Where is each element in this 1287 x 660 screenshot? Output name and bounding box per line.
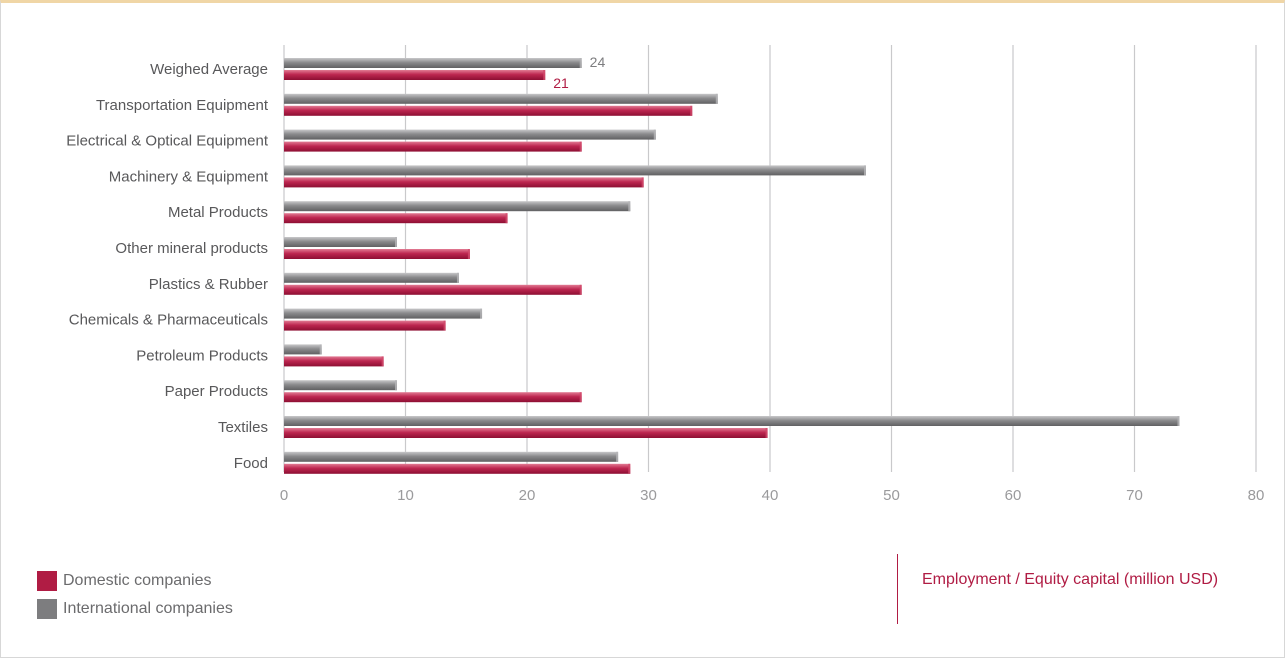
bar-international xyxy=(284,165,866,176)
bar-international xyxy=(284,344,322,355)
bar-end-cap xyxy=(641,177,644,188)
bar-chart: Weighed Average Transportation Equipment E… xyxy=(66,45,1265,504)
unit-note: Employment / Equity capital (million USD… xyxy=(922,571,1219,588)
category-label: Weighed Average xyxy=(150,61,268,78)
note-divider xyxy=(897,554,898,624)
category-label: Metal Products xyxy=(168,204,268,221)
bar-end-cap xyxy=(579,392,582,403)
bar-domestic xyxy=(284,284,582,295)
bar-end-cap xyxy=(443,320,446,331)
x-tick-label: 80 xyxy=(1248,487,1265,504)
x-tick-label: 0 xyxy=(280,487,288,504)
bar-end-cap xyxy=(690,105,693,116)
bar-end-cap xyxy=(319,344,322,355)
x-tick-label: 70 xyxy=(1126,487,1143,504)
bar-end-cap xyxy=(579,58,582,68)
bar-international xyxy=(284,58,582,68)
bar-international xyxy=(284,308,483,319)
bar-domestic xyxy=(284,249,470,259)
bar-end-cap xyxy=(456,272,459,283)
bar-domestic xyxy=(284,105,693,116)
category-label: Electrical & Optical Equipment xyxy=(66,133,269,150)
legend-swatch-international xyxy=(37,599,57,619)
bar-international xyxy=(284,129,656,140)
category-label: Chemicals & Pharmaceuticals xyxy=(69,312,268,329)
x-tick-label: 10 xyxy=(397,487,414,504)
data-label: 24 xyxy=(590,54,606,70)
data-label: 21 xyxy=(553,75,569,91)
legend-swatch-domestic xyxy=(37,571,57,591)
bar-end-cap xyxy=(394,380,397,391)
bar-domestic xyxy=(284,320,446,331)
bar-domestic xyxy=(284,70,546,80)
bar-end-cap xyxy=(543,70,546,80)
x-tick-label: 60 xyxy=(1005,487,1022,504)
x-tick-labels: 0 10 20 30 40 50 60 70 80 xyxy=(280,487,1265,504)
bar-end-cap xyxy=(467,249,470,259)
bar-end-cap xyxy=(394,237,397,247)
bar-end-cap xyxy=(579,141,582,152)
bar-international xyxy=(284,416,1180,426)
category-label: Machinery & Equipment xyxy=(109,168,269,185)
data-labels: 24 21 xyxy=(553,54,605,91)
x-tick-label: 30 xyxy=(640,487,657,504)
bar-international xyxy=(284,237,397,247)
legend-item-domestic: Domestic companies xyxy=(37,567,233,595)
legend: Domestic companies International compani… xyxy=(37,567,233,623)
bar-domestic xyxy=(284,428,768,438)
bar-international xyxy=(284,201,631,212)
bars xyxy=(284,58,1180,474)
category-label: Petroleum Products xyxy=(136,347,268,364)
bar-end-cap xyxy=(628,463,631,474)
category-labels: Weighed Average Transportation Equipment E… xyxy=(66,61,269,472)
bar-international xyxy=(284,451,619,462)
bar-domestic xyxy=(284,141,582,152)
bar-end-cap xyxy=(1177,416,1180,426)
legend-item-international: International companies xyxy=(37,595,233,623)
category-label: Plastics & Rubber xyxy=(149,276,268,293)
category-label: Textiles xyxy=(218,419,268,436)
bar-domestic xyxy=(284,177,644,188)
legend-label-international: International companies xyxy=(63,600,233,617)
bar-end-cap xyxy=(480,308,483,319)
bar-domestic xyxy=(284,213,508,224)
bar-end-cap xyxy=(381,356,384,367)
bar-end-cap xyxy=(863,165,866,176)
bar-end-cap xyxy=(715,93,718,104)
category-label: Paper Products xyxy=(165,383,268,400)
bar-domestic xyxy=(284,392,582,403)
x-tick-label: 20 xyxy=(519,487,536,504)
legend-label-domestic: Domestic companies xyxy=(63,572,212,589)
bar-international xyxy=(284,380,397,391)
bar-end-cap xyxy=(628,201,631,212)
x-tick-label: 50 xyxy=(883,487,900,504)
bar-end-cap xyxy=(579,284,582,295)
bar-end-cap xyxy=(616,451,619,462)
category-label: Transportation Equipment xyxy=(96,97,269,114)
bar-domestic xyxy=(284,356,384,367)
bar-international xyxy=(284,93,718,104)
bar-end-cap xyxy=(653,129,656,140)
bar-end-cap xyxy=(765,428,768,438)
bar-international xyxy=(284,272,459,283)
bar-domestic xyxy=(284,463,631,474)
category-label: Other mineral products xyxy=(115,240,268,257)
bar-end-cap xyxy=(505,213,508,224)
x-tick-label: 40 xyxy=(762,487,779,504)
category-label: Food xyxy=(234,455,268,472)
